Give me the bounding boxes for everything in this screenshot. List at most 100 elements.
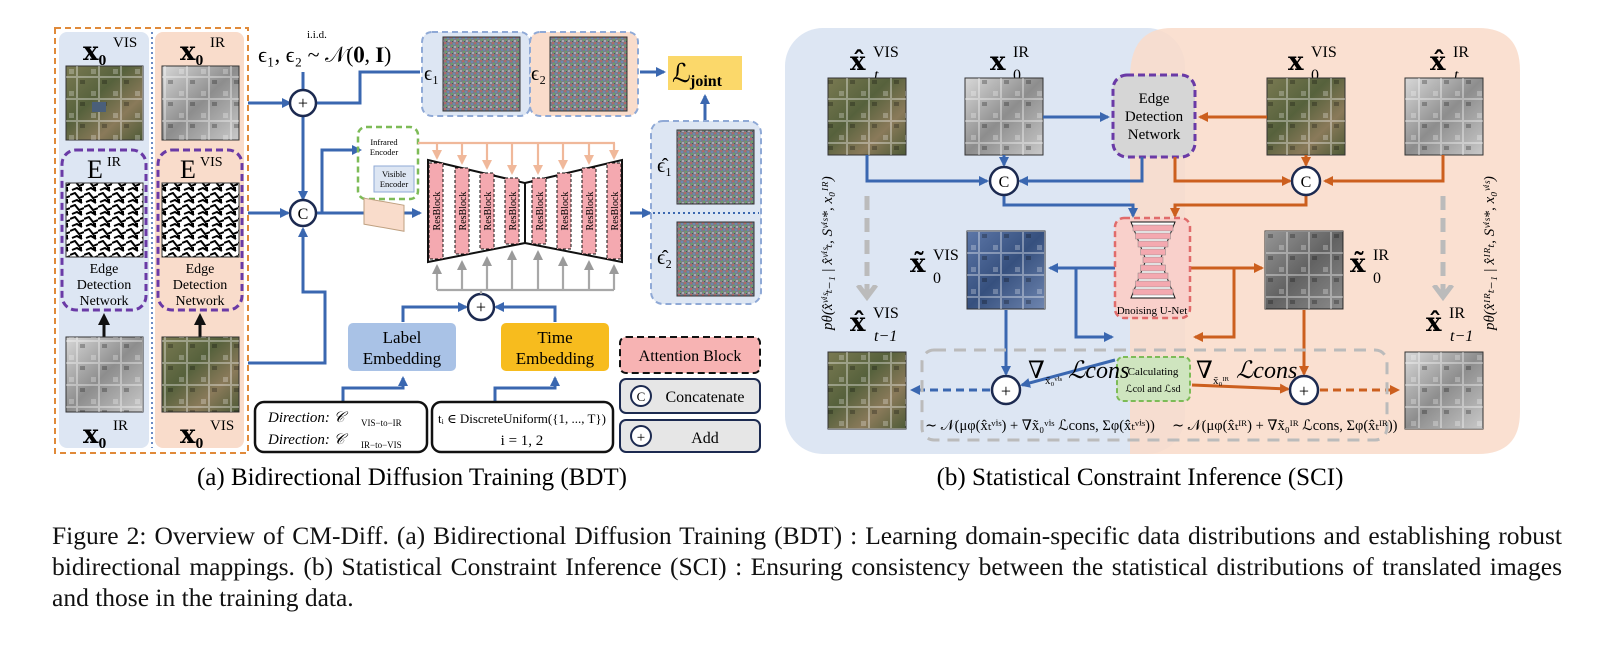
- resblock: [454, 167, 470, 255]
- edge-net-label-1: Edge: [90, 262, 119, 277]
- arrow-concat-to-unet-o: [1170, 196, 1308, 218]
- dist-vis: ∼ 𝒩(μφ(x̂ₜᵛⁱˢ) + ∇x̃₀ᵛⁱˢ ℒcons, Σφ(x̂ₜᵛⁱ…: [925, 418, 1155, 434]
- loss-sub: joint: [689, 73, 723, 90]
- time-embedding-box: [501, 323, 609, 371]
- calc-label-1: Calculating: [1128, 366, 1179, 378]
- mini-resblock: [1142, 256, 1164, 264]
- label-embedding-2: Embedding: [363, 349, 442, 368]
- resblock-label: ResBlock: [560, 192, 571, 231]
- time-embedding-2: Embedding: [516, 349, 595, 368]
- xtm1-ir-sub: t−1: [1450, 328, 1473, 345]
- direction-1: Direction: 𝒞: [267, 410, 349, 426]
- resblock: [428, 162, 444, 260]
- calc-box: [1116, 356, 1191, 402]
- concat-circle-ir: [1290, 165, 1322, 197]
- loss-joint-box: [668, 56, 742, 90]
- add-circle-1: [288, 88, 318, 118]
- label-embedding-1: Label: [383, 328, 422, 347]
- legend-attention: Attention Block: [639, 348, 742, 365]
- arrow-bottom-to-concat: [248, 227, 327, 365]
- e-vis-label: E: [180, 155, 196, 184]
- resblock: [581, 167, 597, 255]
- mini-resblock: [1137, 240, 1169, 248]
- xtm1-vis-sup: VIS: [873, 305, 899, 322]
- eps2-hat-label: ϵ̂₂: [657, 247, 672, 269]
- dist-ir: ∼ 𝒩(μφ(x̂ₜᴵᴿ) + ∇x̃₀ᴵᴿ ℒcons, Σφ(x̂ₜᴵᴿ)): [1172, 418, 1398, 434]
- x0-ir-sup: IR: [210, 35, 225, 51]
- resblock-label: ResBlock: [432, 192, 443, 231]
- infrared-encoder: [363, 197, 405, 232]
- x0-vis-bottom-image: [161, 336, 240, 413]
- edge-map-vis: [161, 182, 240, 258]
- x0-ir-tilde-sup: IR: [1373, 247, 1389, 264]
- direction-1-sub: VIS−to−IR: [361, 418, 402, 428]
- edge-net-b-2: Detection: [1125, 109, 1184, 125]
- x0-vis-bottom-label: 𝐱₀: [180, 420, 204, 449]
- x0-ir-bottom-label: 𝐱₀: [83, 420, 107, 449]
- edge-net-label-3: Network: [80, 294, 129, 309]
- resblock: [531, 177, 547, 245]
- x0-vis-label-b: 𝐱: [1288, 47, 1304, 76]
- x0-ir-sub-b: 0: [1013, 67, 1021, 84]
- l-cons-vis: ℒcons: [1068, 358, 1129, 384]
- xt-vis-sup: VIS: [873, 44, 899, 61]
- mini-resblock: [1135, 232, 1171, 240]
- resblock: [504, 177, 520, 245]
- xt-ir-sub: t: [1454, 67, 1459, 84]
- legend-attention-box: [619, 336, 761, 374]
- edge-net-label-3b: Network: [176, 294, 225, 309]
- concat-circle-1: [288, 198, 318, 228]
- x0-ir-sup-b: IR: [1013, 44, 1029, 61]
- arrow-xt-to-concat: [865, 155, 989, 186]
- e-vis-sup: VIS: [200, 155, 223, 170]
- arrow-edge-to-concat-b: [1018, 157, 1144, 186]
- time-sample-box: [430, 400, 615, 454]
- eps1-hat-image: [676, 129, 755, 205]
- x0-ir-bottom-sup: IR: [113, 418, 128, 434]
- x0-vis-bottom-sup: VIS: [210, 418, 234, 434]
- resblock: [479, 172, 495, 250]
- e-ir-label: E: [87, 155, 103, 184]
- edge-net-label-2b: Detection: [173, 278, 227, 293]
- arrow-plus-to-eps: [317, 70, 420, 105]
- eps1-label: ϵ₁: [424, 63, 439, 85]
- encoder-box: [356, 125, 420, 201]
- mini-resblock: [1132, 288, 1174, 296]
- x0-vis-sup: VIS: [113, 35, 137, 51]
- xt-vis-sub: t: [874, 67, 879, 84]
- visible-encoder: [373, 165, 415, 193]
- loss-symbol: ℒ: [672, 59, 691, 88]
- mini-resblock: [1135, 280, 1171, 288]
- grad-ir: ∇: [1196, 358, 1213, 384]
- add-circle-vis-sym: +: [1001, 381, 1011, 401]
- p-ir-label: pθ(x̂ᴵᴿₜ₋₁ | x̂ᴵᴿₜ, Sᵛⁱˢ*, x₀ᵛⁱˢ): [1482, 176, 1498, 331]
- edge-net-box-b: [1111, 73, 1197, 159]
- arrow-concat-to-encoder: [320, 145, 362, 213]
- xtm1-vis-image: [827, 351, 907, 430]
- panel-b-caption: (b) Statistical Constraint Inference (SC…: [937, 464, 1344, 491]
- concat-circle-1-sym: C: [298, 206, 309, 223]
- infrared-encoder-2: Encoder: [370, 147, 398, 157]
- edge-net-b-3: Network: [1128, 127, 1181, 143]
- legend-concat-box: [619, 378, 761, 414]
- arrow-label-to-add: [401, 302, 468, 322]
- resblock: [606, 162, 622, 260]
- calc-label-2: ℒcol and ℒsd: [1126, 384, 1181, 395]
- arrow-x0vis-to-calc: [1074, 268, 1114, 342]
- xtm1-ir-sup: IR: [1449, 305, 1465, 322]
- concat-circle-ir-sym: C: [1301, 174, 1312, 191]
- panel-a-caption: (a) Bidirectional Diffusion Training (BD…: [197, 464, 627, 491]
- x0-ir-label-b: 𝐱: [990, 47, 1006, 76]
- add-circle-ir: [1288, 374, 1320, 406]
- panel-a: 𝐱₀ VIS 𝐱₀ IR E IR E VIS Edge Detection N…: [54, 27, 762, 491]
- grad-vis-sub: x̃₀ᵛⁱˢ: [1045, 375, 1063, 387]
- arrow-time-to-emb: [493, 376, 560, 402]
- time-index: i = 1, 2: [501, 433, 544, 449]
- grad-vis: ∇: [1028, 358, 1045, 384]
- x0-ir-image: [161, 65, 240, 141]
- x0-vis-tilde-sub: 0: [933, 270, 941, 287]
- x0-vis-tilde-sup: VIS: [933, 247, 959, 264]
- unet-label-b: Dnoising U-Net: [1117, 305, 1188, 317]
- eps2-noise-image: [549, 36, 628, 112]
